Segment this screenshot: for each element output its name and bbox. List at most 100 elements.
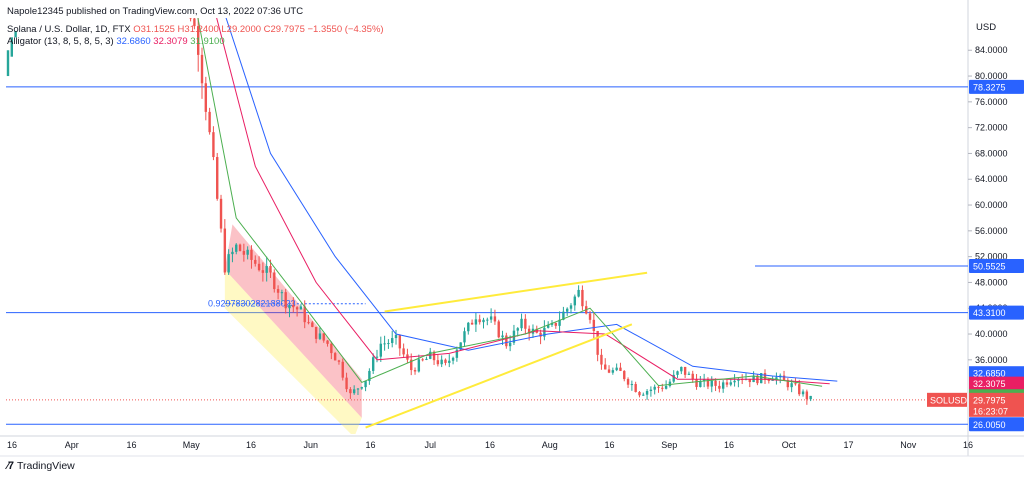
candle-body [611, 370, 615, 373]
trendline[interactable] [384, 271, 648, 313]
candle-body [790, 383, 793, 388]
candle-body [375, 356, 379, 358]
candle-body [478, 319, 481, 323]
candle-body [653, 386, 656, 390]
candle-body [208, 111, 211, 133]
candle-body [638, 391, 641, 396]
candle-body [470, 322, 474, 325]
candle-body [805, 391, 809, 400]
symbol-tag-label: SOLUSD [930, 395, 968, 405]
candle-body [6, 50, 10, 77]
candle-body [212, 132, 215, 158]
candle-body [421, 359, 424, 361]
candle-body [786, 380, 790, 388]
countdown-label: 16:23:07 [973, 406, 1008, 416]
candle-body [782, 375, 786, 381]
level-tag [969, 417, 1024, 432]
y-tick-label: 64.0000 [975, 174, 1008, 184]
x-tick-label: 16 [485, 440, 495, 450]
indicator-lips-value: 31.9100 [190, 36, 225, 47]
candle-body [276, 289, 280, 293]
candle-body [501, 335, 504, 338]
candle-body [748, 378, 751, 383]
candle-body [505, 335, 508, 347]
trendline[interactable] [365, 323, 633, 429]
candle-body [581, 289, 584, 307]
level-tag-label: 43.3100 [973, 308, 1006, 318]
candle-body [269, 266, 272, 273]
candle-body [14, 30, 17, 38]
candle-body [668, 381, 672, 386]
candle-body [550, 322, 554, 325]
candle-body [680, 366, 683, 372]
fib-level-label: 0.9297830282188023 [208, 299, 296, 309]
candle-body [634, 384, 637, 392]
candle-body [657, 386, 660, 388]
candle-body [387, 343, 390, 345]
candle-body [265, 266, 268, 273]
candle-body [257, 263, 261, 271]
y-tick-label: 60.0000 [975, 200, 1008, 210]
candle-body [733, 380, 736, 383]
x-tick-label: May [183, 440, 201, 450]
candle-body [364, 381, 367, 388]
candle-body [288, 304, 291, 309]
candle-body [444, 359, 447, 363]
candle-body [623, 370, 626, 380]
y-tick-label: 52.0000 [975, 252, 1008, 262]
x-tick-label: Apr [65, 440, 79, 450]
candle-body [10, 37, 14, 57]
candle-body [345, 377, 348, 390]
footer-brand[interactable]: ⁄7 TradingView [7, 460, 75, 472]
candle-body [379, 343, 382, 357]
indicator-price-label: 32.6850 [973, 369, 1006, 379]
candle-body [691, 373, 694, 380]
candle-body [463, 331, 466, 343]
candle-body [661, 387, 664, 389]
x-tick-label: 16 [126, 440, 136, 450]
candle-body [737, 379, 740, 381]
candle-body [352, 389, 356, 394]
y-tick-label: 68.0000 [975, 148, 1008, 158]
candle-body [197, 26, 200, 55]
candle-body [307, 322, 310, 324]
candle-body [227, 254, 230, 273]
candle-body [448, 360, 451, 363]
candle-body [383, 343, 386, 345]
candle-body [303, 306, 306, 323]
symbol-line: Solana / U.S. Dollar, 1D, FTX O31.1525 H… [7, 24, 384, 35]
x-tick-label: 16 [963, 440, 973, 450]
x-tick-label: 16 [365, 440, 375, 450]
y-tick-label: 72.0000 [975, 123, 1008, 133]
candle-body [592, 319, 596, 331]
level-tag [969, 305, 1024, 320]
candle-body [189, 18, 192, 19]
candle-body [410, 359, 413, 371]
candle-body [238, 244, 242, 251]
candle-body [721, 382, 725, 389]
candle-body [687, 373, 691, 375]
candle-body [497, 321, 500, 338]
x-tick-label: 16 [724, 440, 734, 450]
candle-body [322, 333, 325, 341]
candle-body [330, 343, 333, 354]
candle-body [216, 157, 219, 199]
candle-body [771, 379, 774, 381]
candle-body [676, 371, 679, 375]
candle-body [683, 366, 687, 375]
indicator-title: Alligator (13, 8, 5, 8, 5, 3) [7, 36, 114, 47]
candle-body [562, 311, 565, 320]
candle-body [356, 388, 360, 390]
level-tag-label: 78.3275 [973, 82, 1006, 92]
candle-body [311, 322, 314, 327]
candle-body [546, 324, 550, 328]
candle-body [718, 385, 721, 389]
ohlc-values: O31.1525 H31.2400 L29.2000 C29.7975 −1.3… [133, 24, 384, 35]
y-tick-label: 36.0000 [975, 355, 1008, 365]
level-tag-label: 50.5525 [973, 261, 1006, 271]
x-tick-label: 16 [604, 440, 614, 450]
candle-body [455, 349, 459, 358]
candle-body [767, 379, 771, 381]
candle-body [710, 380, 713, 387]
